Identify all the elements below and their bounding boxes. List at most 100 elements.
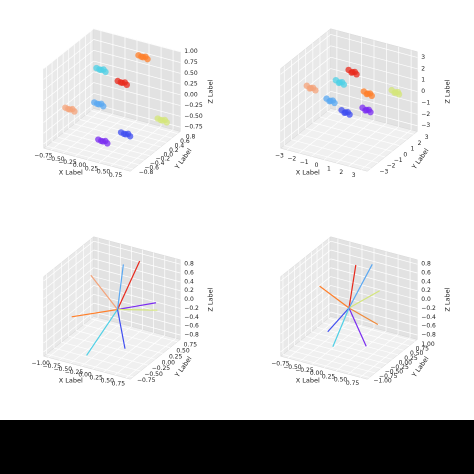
y-tick-label: 0.75 [184, 342, 198, 349]
z-grid-line [43, 71, 181, 112]
z-grid-line [280, 249, 418, 291]
z-grid-line [280, 302, 418, 344]
x-tick-label: −0.75 [43, 363, 62, 370]
ray-line [327, 307, 350, 333]
z-tick-label: −0.25 [184, 102, 203, 109]
scatter-point [323, 95, 330, 102]
z-grid-line [280, 285, 418, 326]
z-grid-line [43, 49, 181, 91]
x-axis-label: X Label [296, 377, 320, 385]
z-tick-label: 0.2 [421, 287, 431, 294]
z-grid-line [43, 249, 181, 291]
z-tick-label: 0.4 [184, 278, 194, 285]
y-tick-label: 1 [411, 146, 415, 153]
y-tick-label: 0.2 [169, 147, 179, 154]
z-grid-line [280, 258, 418, 299]
ray-line [348, 290, 380, 309]
ray-line [117, 302, 157, 311]
scatter-point [163, 119, 170, 126]
z-grid-line [43, 285, 181, 326]
scatter-point [91, 99, 98, 106]
scatter-point [144, 55, 151, 63]
ray-line [116, 309, 126, 349]
z-tick-label: 0.00 [184, 91, 198, 98]
x-tick-label: −0.25 [65, 369, 84, 376]
y-grid-line [46, 66, 134, 170]
ray-line [348, 264, 357, 309]
y-grid-line [57, 57, 145, 161]
scatter-point [100, 103, 107, 110]
ray-line [117, 308, 158, 311]
y-tick-label: 0.75 [416, 346, 430, 353]
scatter-point [114, 77, 121, 85]
scatter-point [345, 66, 352, 74]
x-tick-label: 2 [339, 169, 343, 176]
z-tick-label: 0.4 [421, 278, 431, 285]
y-tick-label: −0.75 [137, 377, 156, 384]
scatter-point [95, 136, 102, 143]
scatter-point [331, 99, 338, 107]
z-tick-label: −0.4 [184, 314, 199, 321]
scatter-point [71, 108, 78, 115]
y-tick-label: 2 [418, 140, 422, 147]
ray-line [348, 307, 379, 326]
z-tick-label: −1 [421, 99, 430, 106]
scatter-point [154, 115, 161, 122]
y-tick-label: 0.25 [169, 353, 183, 360]
z-grid-line [43, 82, 181, 123]
ray-line [116, 264, 124, 310]
z-grid-line [43, 93, 181, 134]
x-tick-label: −0.75 [271, 361, 290, 368]
z-tick-label: 0.6 [421, 270, 431, 277]
ray-line [71, 308, 118, 318]
z-grid-line [280, 276, 418, 317]
y-tick-label: 1.00 [421, 341, 435, 348]
scatter-point [117, 129, 125, 136]
x-tick-label: 0.00 [78, 372, 92, 379]
z-grid-line [280, 91, 418, 132]
scatter-point [303, 82, 310, 89]
x-tick-label: 0.25 [322, 373, 336, 380]
y-tick-label: −0.50 [385, 368, 404, 375]
y-grid-line [51, 61, 139, 165]
z-tick-label: −0.75 [184, 124, 203, 131]
y-tick-label: 0.25 [404, 355, 418, 362]
x-tick-label: 0.50 [97, 169, 111, 176]
x-tick-label: 0.75 [346, 380, 360, 387]
scatter-point [346, 111, 353, 118]
y-grid-line [68, 48, 156, 152]
z-tick-label: 1.00 [184, 48, 198, 55]
ray-line [90, 274, 119, 310]
ray-line [348, 263, 373, 309]
x-tick-label: 0.25 [89, 375, 103, 382]
scatter-point [353, 71, 360, 78]
z-tick-label: 3 [421, 54, 425, 61]
z-tick-label: −0.50 [184, 113, 203, 120]
z-grid-line [280, 34, 418, 75]
x-tick-label: −0.75 [34, 153, 53, 160]
y-tick-label: 0.4 [175, 142, 185, 149]
scatter-point [332, 76, 340, 84]
z-tick-label: −2 [421, 111, 430, 118]
x-tick-label: 0.75 [109, 172, 123, 179]
y-tick-label: −0.2 [155, 156, 170, 163]
z-grid-line [280, 267, 418, 308]
scatter-point [62, 104, 69, 111]
x-tick-label: −2 [287, 156, 296, 163]
x-axis-label: X Label [59, 169, 83, 177]
x-tick-label: −0.50 [283, 364, 302, 371]
y-grid-line [90, 30, 178, 134]
y-tick-label: 0.8 [186, 134, 196, 141]
x-axis-label: X Label [59, 377, 83, 385]
y-tick-label: −1 [394, 157, 403, 164]
y-tick-label: 0.50 [410, 350, 424, 357]
z-axis-label: Z Label [206, 79, 214, 103]
x-tick-label: −1.00 [31, 360, 50, 367]
z-grid-line [43, 39, 181, 80]
z-grid-line [43, 311, 181, 353]
z-axis-label: Z Label [443, 79, 451, 103]
y-tick-label: −0.8 [139, 169, 154, 176]
scatter-point [338, 106, 345, 114]
y-tick-label: −0.75 [379, 373, 398, 380]
